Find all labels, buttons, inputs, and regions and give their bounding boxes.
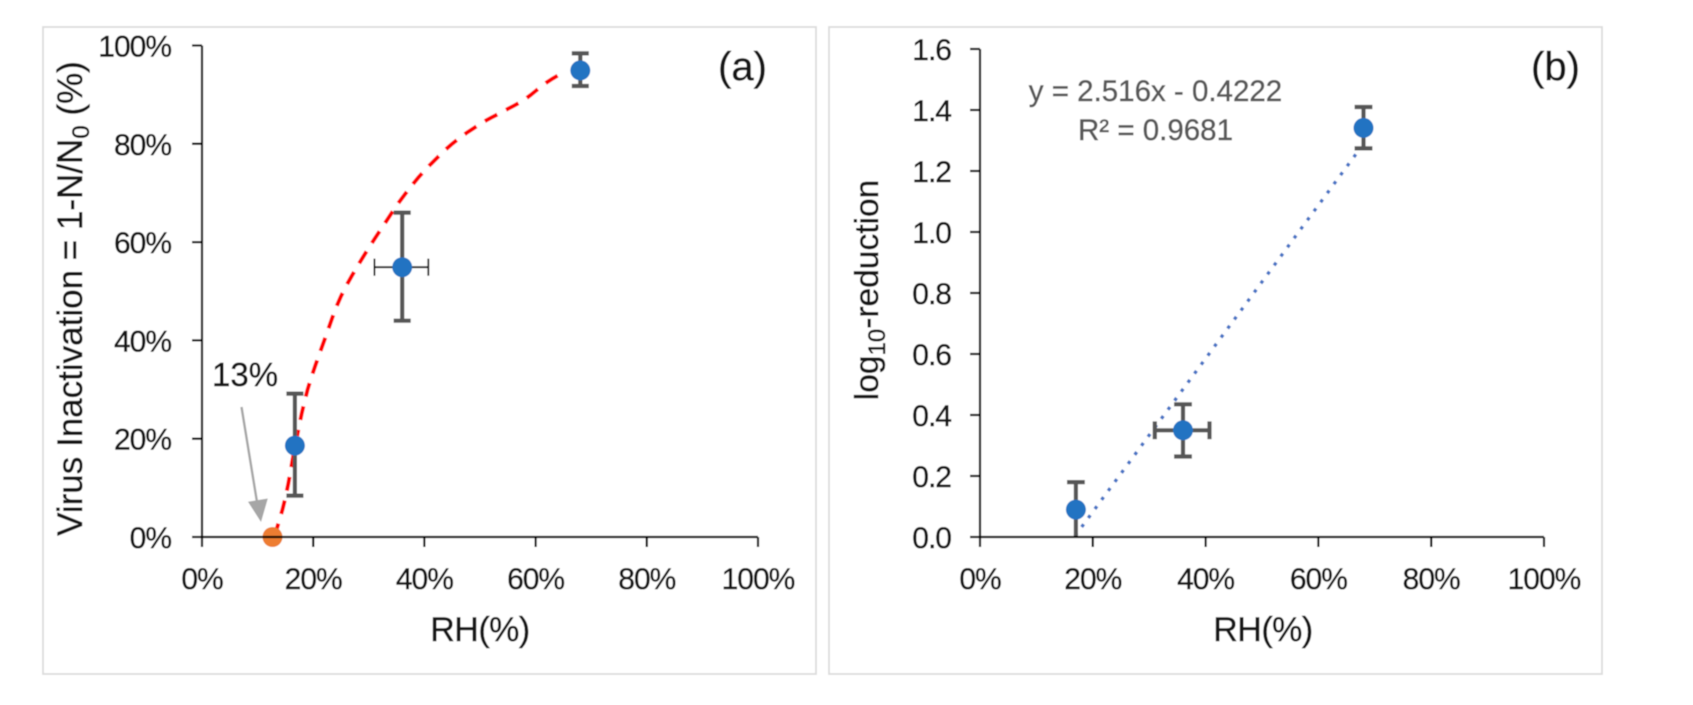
svg-text:0.6: 0.6 (912, 339, 951, 372)
svg-text:0.8: 0.8 (912, 278, 951, 311)
svg-text:20%: 20% (1064, 563, 1121, 596)
svg-text:80%: 80% (1403, 563, 1460, 596)
svg-text:0.4: 0.4 (912, 400, 951, 433)
svg-text:13%: 13% (212, 356, 278, 393)
svg-text:1.0: 1.0 (912, 217, 951, 250)
svg-text:100%: 100% (1508, 563, 1581, 596)
svg-text:Virus Inactivation = 1-N/N0 (%: Virus Inactivation = 1-N/N0 (%) (51, 61, 95, 536)
svg-text:20%: 20% (114, 424, 171, 457)
svg-text:20%: 20% (285, 563, 342, 596)
svg-text:40%: 40% (114, 325, 171, 358)
svg-text:0.0: 0.0 (912, 522, 951, 555)
svg-text:(a): (a) (718, 45, 767, 89)
svg-text:100%: 100% (98, 31, 171, 64)
svg-text:RH(%): RH(%) (1213, 611, 1312, 649)
svg-text:40%: 40% (396, 563, 453, 596)
svg-text:0%: 0% (181, 563, 223, 596)
svg-text:y = 2.516x - 0.4222: y = 2.516x - 0.4222 (1029, 75, 1282, 108)
svg-text:60%: 60% (507, 563, 564, 596)
svg-text:0.2: 0.2 (912, 461, 951, 494)
svg-text:100%: 100% (722, 563, 795, 596)
svg-text:(b): (b) (1531, 45, 1580, 89)
svg-text:40%: 40% (1177, 563, 1234, 596)
svg-text:60%: 60% (1290, 563, 1347, 596)
svg-text:0%: 0% (130, 522, 172, 555)
svg-text:RH(%): RH(%) (430, 611, 529, 649)
svg-text:0%: 0% (959, 563, 1001, 596)
svg-text:1.4: 1.4 (912, 95, 951, 128)
svg-text:60%: 60% (114, 227, 171, 260)
svg-text:log10-reduction: log10-reduction (849, 180, 891, 400)
svg-text:1.2: 1.2 (912, 156, 951, 189)
svg-text:80%: 80% (618, 563, 675, 596)
svg-text:1.6: 1.6 (912, 34, 951, 67)
svg-text:80%: 80% (114, 129, 171, 162)
svg-text:R² = 0.9681: R² = 0.9681 (1078, 114, 1233, 147)
